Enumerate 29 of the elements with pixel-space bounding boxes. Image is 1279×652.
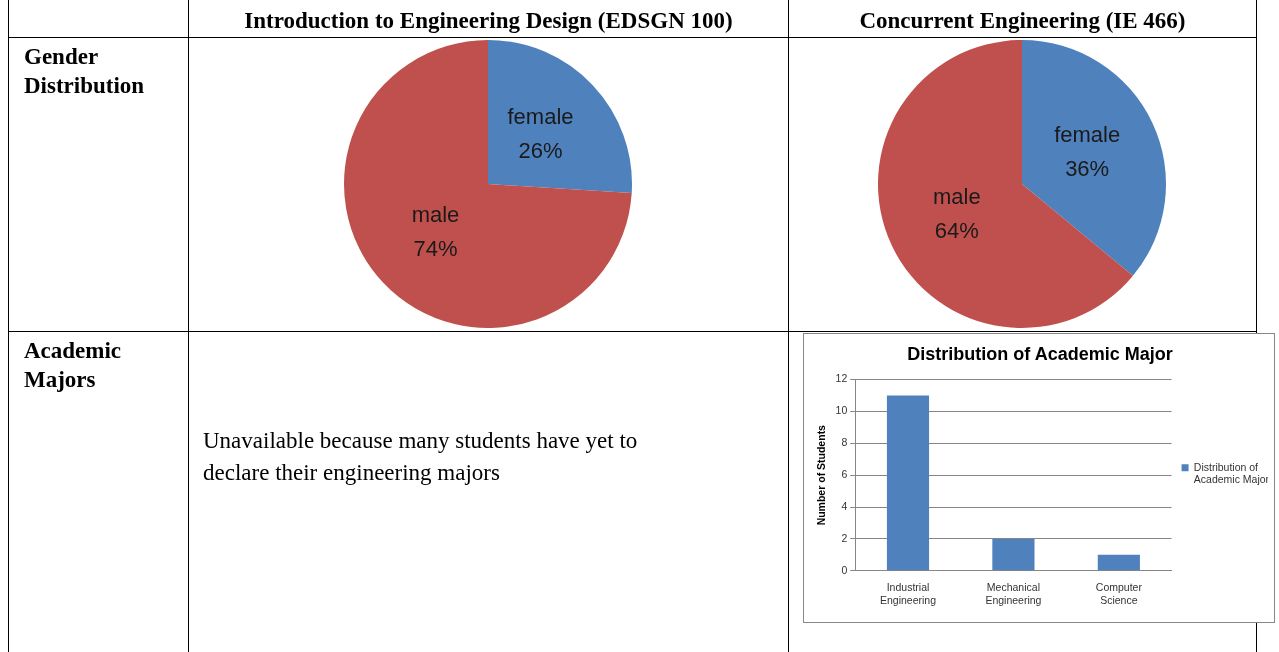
x-tick-label: Mechanical Engineering xyxy=(985,580,1042,606)
y-tick-label: 2 xyxy=(841,531,848,544)
bar xyxy=(992,538,1035,571)
y-tick-label: 0 xyxy=(841,563,848,576)
x-tick-label: Computer Science xyxy=(1095,580,1143,606)
data-label: 26% xyxy=(518,137,563,163)
slice-label: female xyxy=(1054,122,1121,148)
legend-label: Distribution of Academic Major xyxy=(1193,460,1270,486)
data-label: 74% xyxy=(413,236,458,262)
y-tick-label: 8 xyxy=(841,436,848,449)
bar xyxy=(886,395,930,571)
y-tick-label: 6 xyxy=(841,468,848,481)
slice-label: female xyxy=(507,103,574,129)
chart-title: Distribution of Academic Major xyxy=(907,343,1173,364)
text: Gender Distribution xyxy=(8,38,189,332)
data-label: 64% xyxy=(934,217,979,243)
slice-label: male xyxy=(411,202,460,228)
text: Unavailable because many students have yet to declare their engineering majors xyxy=(203,427,639,487)
bar xyxy=(1097,554,1140,571)
y-tick-label: 4 xyxy=(841,499,848,512)
text: Academic Majors xyxy=(8,332,189,652)
chart-title: Concurrent Engineering (IE 466) xyxy=(789,0,1257,38)
y-tick-label: 10 xyxy=(835,404,848,417)
data-label: 36% xyxy=(1065,156,1110,182)
chart-title: Introduction to Engineering Design (EDSGN 100) xyxy=(189,0,789,38)
slice-label: male xyxy=(933,183,981,209)
y-tick-label: 12 xyxy=(835,372,848,385)
y-axis-title: Number of Students xyxy=(815,424,828,526)
x-tick-label: Industrial Engineering xyxy=(879,580,937,606)
